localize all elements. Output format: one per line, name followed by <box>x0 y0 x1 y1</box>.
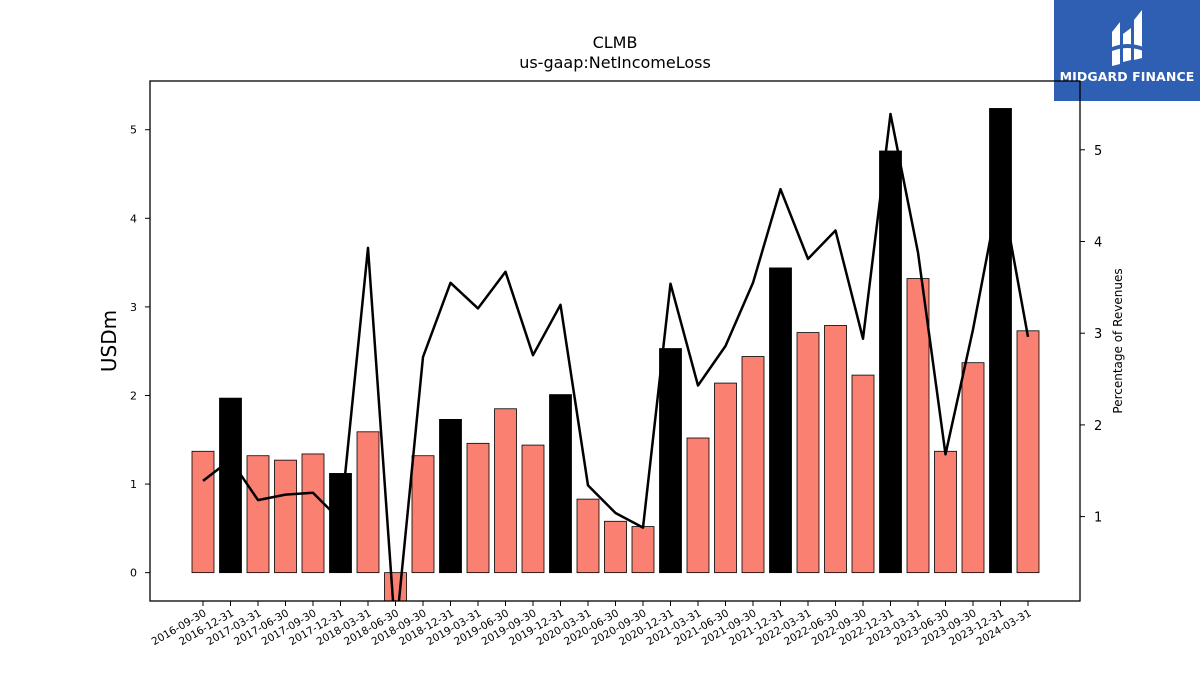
bar <box>906 278 930 574</box>
bar <box>851 374 875 574</box>
logo-text: MIDGARD FINANCE <box>1059 69 1195 84</box>
y-tick-label: 3 <box>130 301 137 314</box>
y-tick-label: 0 <box>130 567 137 580</box>
bar <box>741 356 765 574</box>
bar <box>824 325 847 574</box>
bar-series <box>191 108 1040 601</box>
bar <box>191 450 215 574</box>
bar <box>934 450 957 574</box>
bar <box>576 498 600 574</box>
bar <box>439 418 462 574</box>
y2-tick-label: 1 <box>1094 511 1102 526</box>
bar <box>301 453 325 574</box>
y2-tick-label: 3 <box>1094 327 1102 342</box>
y2-tick-label: 4 <box>1094 235 1102 250</box>
bar <box>466 442 490 574</box>
logo: MIDGARD FINANCE <box>1054 0 1200 101</box>
bar <box>494 408 517 574</box>
bar <box>686 437 710 574</box>
bar <box>1016 330 1040 574</box>
line-series <box>202 112 1030 601</box>
chart-title: CLMB <box>593 33 638 52</box>
bar <box>631 526 655 574</box>
bar <box>714 382 737 574</box>
bar <box>769 267 792 574</box>
bar <box>246 455 270 574</box>
bar <box>356 431 380 574</box>
y2-tick-label: 5 <box>1094 144 1102 159</box>
y-tick-label: 4 <box>130 212 137 225</box>
y-tick-label: 5 <box>130 124 137 137</box>
midgard-finance-logo-icon <box>1110 10 1146 66</box>
bar <box>879 150 902 574</box>
bar <box>604 520 627 574</box>
series-line <box>202 112 1030 601</box>
y-tick-label: 1 <box>130 478 137 491</box>
y-tick-label: 2 <box>130 389 137 402</box>
bar <box>411 455 435 574</box>
bar <box>329 473 352 574</box>
bar <box>549 394 572 574</box>
bar <box>274 459 297 574</box>
bar <box>989 108 1012 574</box>
bar <box>384 572 407 601</box>
y-axis-label: USDm <box>97 310 121 372</box>
y2-axis-label: Percentage of Revenues <box>1111 268 1125 413</box>
bar <box>961 362 985 574</box>
chart-subtitle: us-gaap:NetIncomeLoss <box>519 53 711 72</box>
bar <box>521 444 545 574</box>
bar <box>219 397 242 574</box>
y2-tick-label: 2 <box>1094 419 1102 434</box>
bar <box>659 348 682 574</box>
bar <box>796 332 820 574</box>
